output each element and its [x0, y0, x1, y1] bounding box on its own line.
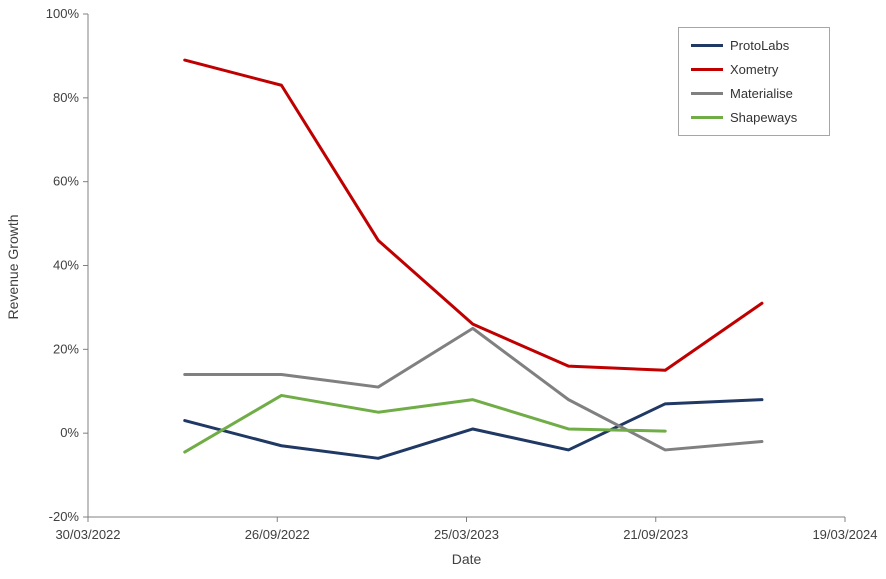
x-tick-label: 25/03/2023 [434, 527, 499, 542]
series-line-shapeways [183, 393, 667, 454]
legend: ProtoLabs Xometry Materialise Shapeways [678, 27, 830, 136]
legend-label-shapeways: Shapeways [730, 110, 798, 125]
y-tick-label: 60% [53, 174, 79, 189]
legend-item-materialise: Materialise [691, 86, 817, 101]
legend-label-protolabs: ProtoLabs [730, 38, 790, 53]
legend-swatch-xometry [691, 68, 723, 71]
y-tick-label: 20% [53, 341, 79, 356]
x-axis-title: Date [451, 551, 482, 567]
legend-item-protolabs: ProtoLabs [691, 38, 817, 53]
x-tick-label: 19/03/2024 [812, 527, 877, 542]
x-tick-label: 21/09/2023 [623, 527, 688, 542]
series-line-xometry [183, 58, 764, 372]
legend-label-xometry: Xometry [730, 62, 779, 77]
series-line-protolabs [183, 398, 764, 460]
y-tick-label: 40% [53, 258, 79, 273]
y-tick-label: 100% [46, 6, 80, 21]
series-line-materialise [183, 326, 764, 452]
legend-item-shapeways: Shapeways [691, 110, 817, 125]
legend-swatch-shapeways [691, 116, 723, 119]
x-tick-label: 26/09/2022 [245, 527, 310, 542]
legend-item-xometry: Xometry [691, 62, 817, 77]
x-tick-label: 30/03/2022 [55, 527, 120, 542]
legend-swatch-protolabs [691, 44, 723, 47]
y-tick-label: 0% [60, 425, 79, 440]
legend-swatch-materialise [691, 92, 723, 95]
y-tick-label: -20% [49, 509, 80, 524]
y-axis-title: Revenue Growth [5, 214, 21, 320]
legend-label-materialise: Materialise [730, 86, 793, 101]
y-tick-label: 80% [53, 90, 79, 105]
